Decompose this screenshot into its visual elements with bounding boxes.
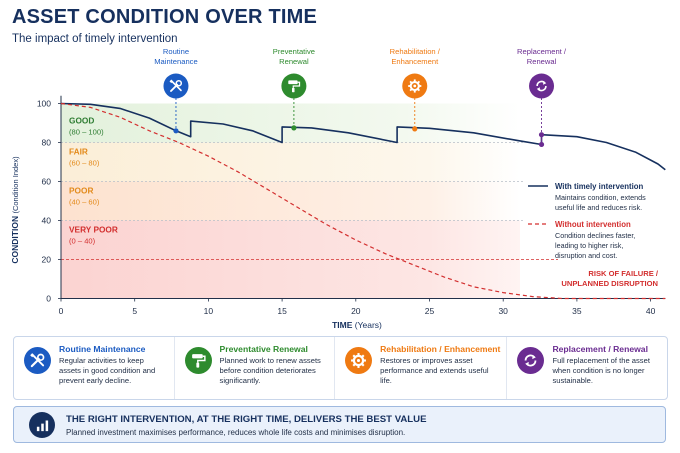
band-range-label: (60 – 80) xyxy=(69,159,100,168)
legend-description: leading to higher risk, xyxy=(555,241,623,250)
intervention-marker-4: Replacement /Renewal xyxy=(517,47,567,138)
legend-description: Maintains condition, extends xyxy=(555,193,646,202)
legend-description: disruption and cost. xyxy=(555,251,617,260)
intervention-icon-circle xyxy=(529,73,555,99)
intervention-point xyxy=(538,132,545,138)
y-tick-label: 80 xyxy=(42,138,52,148)
band-range-label: (80 – 100) xyxy=(69,128,104,137)
card-description: Planned work to renew assets before cond… xyxy=(219,356,321,385)
y-axis-title: CONDITION (Condition Index) xyxy=(10,156,20,264)
card-description: Full replacement of the asset when condi… xyxy=(552,356,650,385)
y-tick-label: 100 xyxy=(37,99,51,109)
condition-chart: GOOD (80 – 100) FAIR (60 – 80) POOR (40 – 60)… xyxy=(10,47,666,330)
x-tick-label: 30 xyxy=(498,306,508,316)
intervention-label: Renewal xyxy=(527,57,557,66)
refresh-icon xyxy=(536,80,547,92)
intervention-label: Maintenance xyxy=(154,57,197,66)
band-label: GOOD xyxy=(69,116,94,126)
card-description: Regular activities to keep assets in goo… xyxy=(59,356,156,385)
intervention-label: Preventative xyxy=(273,47,315,56)
paint-roller-icon xyxy=(184,347,212,374)
y-tick-label: 40 xyxy=(42,216,52,226)
risk-label: RISK OF FAILURE / xyxy=(588,269,659,278)
refresh-icon xyxy=(517,347,545,374)
intervention-label: Renewal xyxy=(279,57,309,66)
x-tick-label: 15 xyxy=(277,306,287,316)
banner-description: Planned investment maximises performance… xyxy=(66,428,406,437)
intervention-point xyxy=(412,126,418,132)
band-range-label: (0 – 40) xyxy=(69,237,96,246)
tools-icon xyxy=(169,79,183,92)
band-good xyxy=(61,103,520,143)
gear-icon xyxy=(408,79,422,93)
band-range-label: (40 – 60) xyxy=(69,198,100,207)
y-tick-label: 0 xyxy=(46,294,51,304)
x-tick-label: 5 xyxy=(132,306,137,316)
intervention-cards: Routine Maintenance Regular activities t… xyxy=(13,336,668,400)
banner-title: THE RIGHT INTERVENTION, AT THE RIGHT TIM… xyxy=(66,414,427,425)
x-tick-label: 20 xyxy=(351,306,361,316)
intervention-label: Replacement / xyxy=(517,47,567,56)
page-subtitle: The impact of timely intervention xyxy=(12,33,178,45)
y-tick-label: 60 xyxy=(42,177,52,187)
gear-icon xyxy=(345,347,373,374)
band-label: VERY POOR xyxy=(69,225,118,235)
series-without-intervention-line xyxy=(60,102,666,300)
card-title: Replacement / Renewal xyxy=(552,344,648,354)
intervention-label: Routine xyxy=(163,47,189,56)
replacement-low-point xyxy=(538,141,545,148)
intervention-label: Enhancement xyxy=(391,57,439,66)
x-tick-label: 25 xyxy=(425,306,435,316)
paint-roller-icon xyxy=(288,80,301,93)
x-tick-label: 40 xyxy=(646,306,656,316)
band-poor xyxy=(61,181,520,221)
y-tick-label: 20 xyxy=(42,255,52,265)
card-title: Preventative Renewal xyxy=(219,344,308,354)
legend-description: Condition declines faster, xyxy=(555,231,635,240)
x-tick-label: 35 xyxy=(572,306,582,316)
value-banner: THE RIGHT INTERVENTION, AT THE RIGHT TIM… xyxy=(13,406,666,443)
card-title: Routine Maintenance xyxy=(59,344,146,354)
risk-label: UNPLANNED DISRUPTION xyxy=(561,279,658,288)
band-label: FAIR xyxy=(69,147,88,157)
intervention-label: Rehabilitation / xyxy=(390,47,441,56)
bar-chart-icon xyxy=(29,412,55,438)
card-title: Rehabilitation / Enhancement xyxy=(380,344,501,354)
legend-label: Without intervention xyxy=(555,220,631,229)
intervention-point xyxy=(173,128,179,134)
card-description: Restores or improves asset performance a… xyxy=(380,356,489,385)
tools-icon xyxy=(24,347,51,374)
x-tick-label: 10 xyxy=(204,306,214,316)
legend-label: With timely intervention xyxy=(555,182,644,191)
card-preventative-renewal: Preventative Renewal Planned work to ren… xyxy=(175,337,336,399)
intervention-point xyxy=(291,125,297,131)
page-title: ASSET CONDITION OVER TIME xyxy=(12,6,318,28)
band-fair xyxy=(61,142,520,182)
intervention-marker-3: Rehabilitation /Enhancement xyxy=(390,47,441,132)
legend-description: useful life and reduces risk. xyxy=(555,203,642,212)
x-axis-title: TIME (Years) xyxy=(332,320,382,330)
card-routine-maintenance: Routine Maintenance Regular activities t… xyxy=(14,337,175,399)
card-rehabilitation: Rehabilitation / Enhancement Restores or… xyxy=(335,337,508,399)
card-replacement: Replacement / Renewal Full replacement o… xyxy=(507,337,667,399)
x-tick-label: 0 xyxy=(59,306,64,316)
band-label: POOR xyxy=(69,186,93,196)
